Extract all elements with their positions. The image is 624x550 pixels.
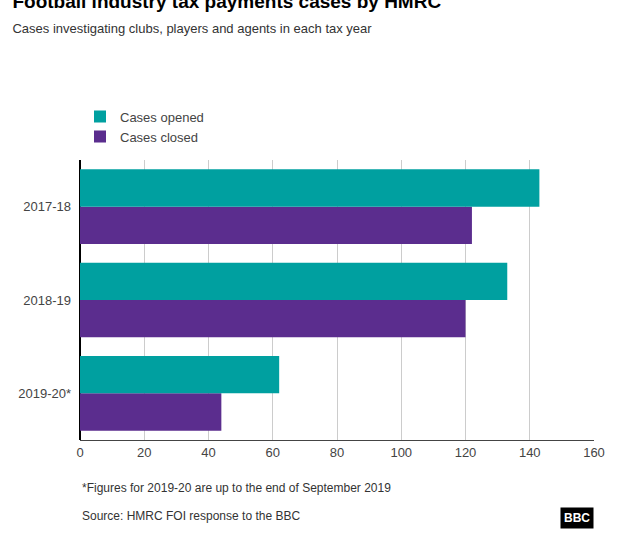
svg-text:140: 140 [519,445,541,460]
svg-text:40: 40 [201,445,215,460]
svg-text:2017-18: 2017-18 [23,199,71,214]
svg-text:Cases closed: Cases closed [120,130,198,145]
svg-text:2019-20*: 2019-20* [18,386,71,401]
svg-text:BBC: BBC [564,511,590,525]
svg-text:100: 100 [390,445,412,460]
svg-text:80: 80 [330,445,344,460]
svg-text:0: 0 [76,445,83,460]
svg-text:120: 120 [455,445,477,460]
svg-text:Source: HMRC FOI response to t: Source: HMRC FOI response to the BBC [82,509,300,523]
svg-text:Football industry tax payments: Football industry tax payments cases by … [12,0,441,36]
svg-text:2018-19: 2018-19 [23,293,71,308]
svg-text:Cases opened: Cases opened [120,110,204,125]
svg-text:60: 60 [266,445,280,460]
svg-text:20: 20 [137,445,151,460]
svg-text:*Figures for 2019-20 are up to: *Figures for 2019-20 are up to the end o… [82,481,391,495]
svg-text:160: 160 [583,445,605,460]
